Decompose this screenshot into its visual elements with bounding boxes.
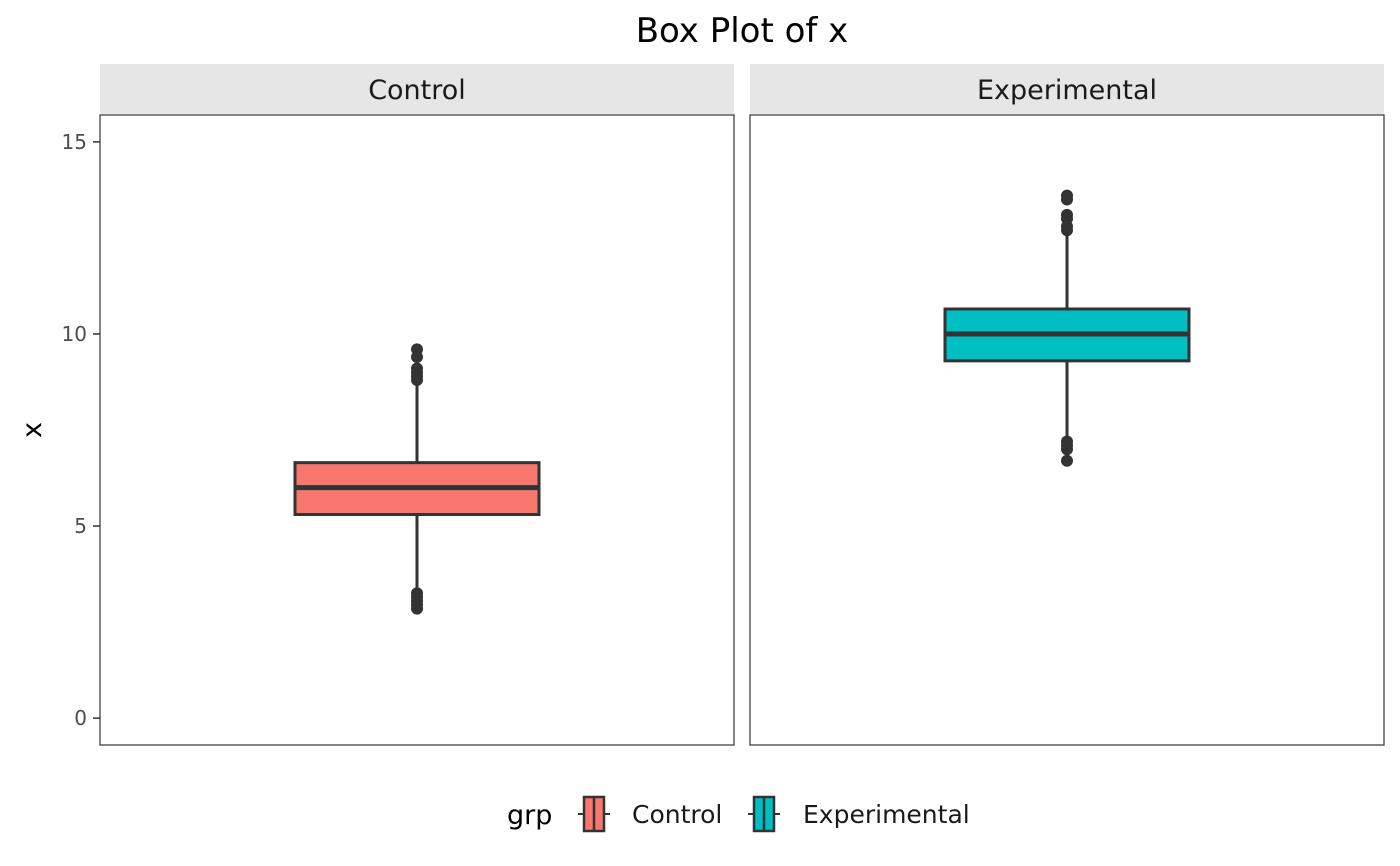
y-axis: 0 5 10 15 (62, 130, 100, 730)
legend: grp Control Experimental (507, 795, 970, 833)
legend-label: Experimental (803, 800, 970, 829)
outlier-point (1061, 435, 1073, 448)
legend-title: grp (507, 800, 552, 831)
outlier-point (1061, 208, 1073, 221)
facet-panels: Control Experimental (99, 64, 1385, 746)
legend-label: Control (632, 800, 722, 829)
chart-title: Box Plot of x (636, 11, 849, 51)
facet-experimental: Experimental (749, 64, 1385, 746)
outlier-point (1061, 189, 1073, 202)
facet-strip (100, 64, 734, 114)
outlier-point (411, 587, 423, 600)
facet-strip (750, 64, 1384, 114)
facet-strip-label: Experimental (977, 75, 1157, 106)
outlier-point (411, 362, 423, 375)
legend-key-experimental (748, 795, 780, 833)
legend-key-control (578, 795, 610, 833)
y-tick-label: 0 (74, 706, 87, 730)
y-tick-label: 10 (62, 322, 87, 346)
outlier-point (411, 343, 423, 356)
facet-strip-label: Control (368, 75, 466, 106)
outlier-point (1061, 454, 1073, 467)
facet-control: Control (99, 64, 735, 746)
y-tick-label: 5 (74, 514, 87, 538)
y-axis-title: x (17, 422, 48, 438)
y-tick-label: 15 (62, 130, 87, 154)
